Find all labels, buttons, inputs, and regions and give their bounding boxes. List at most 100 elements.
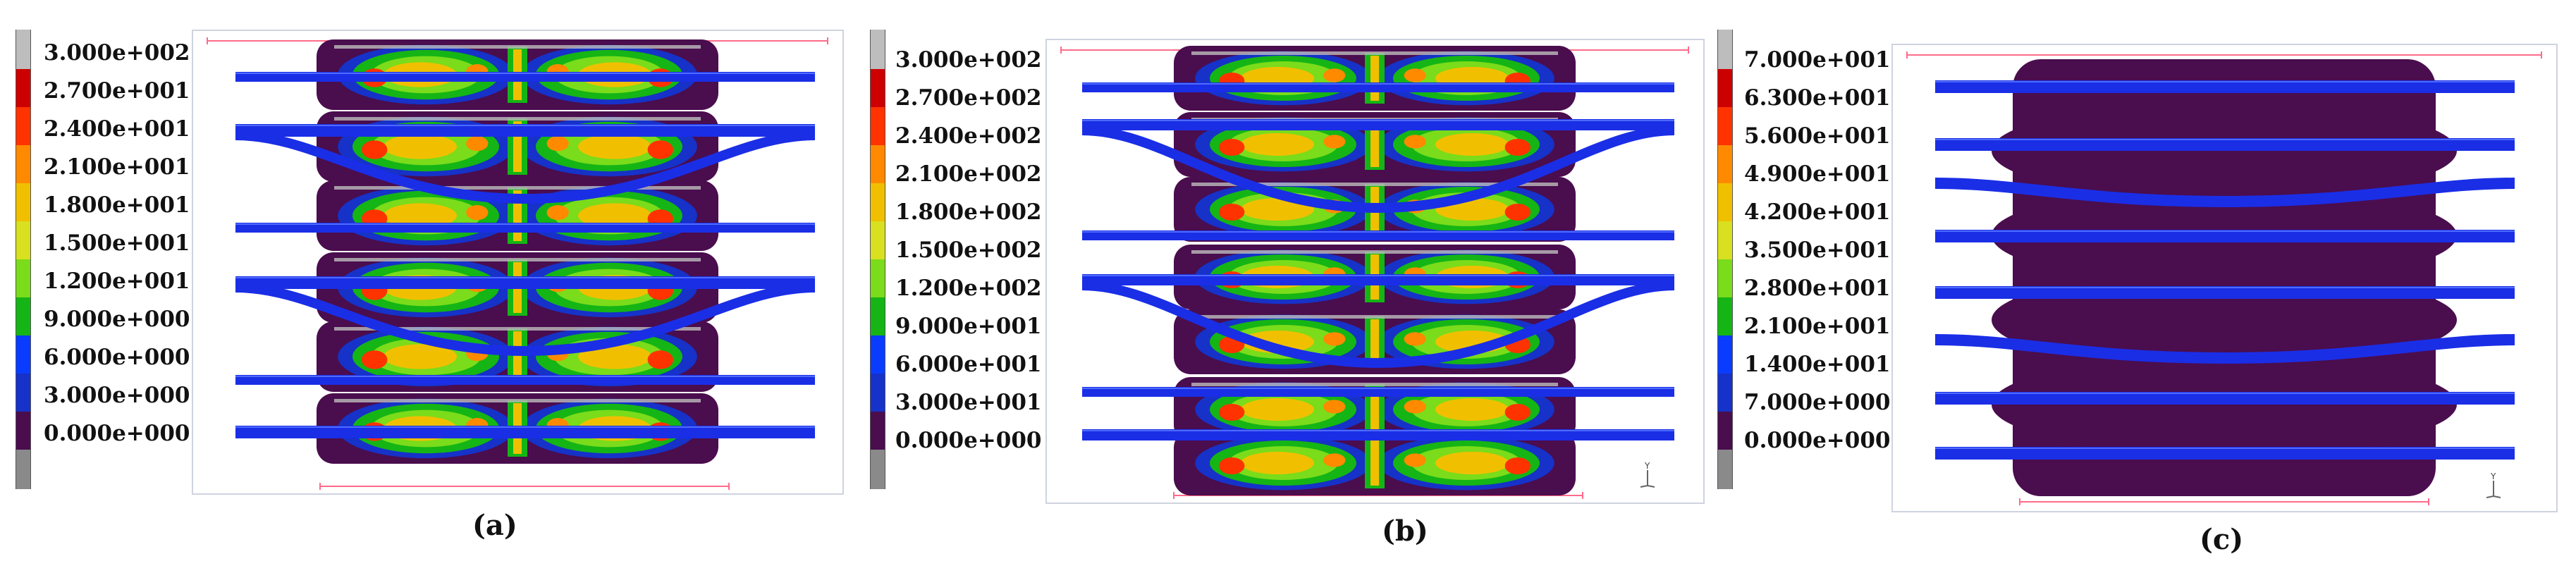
colorbar-swatch	[16, 30, 31, 69]
plate	[235, 426, 815, 438]
stress-zone-peak	[1504, 139, 1531, 156]
axis-triad	[1647, 485, 1655, 488]
plate	[1935, 80, 2515, 93]
center-zone	[1370, 440, 1379, 486]
wavy-plate	[235, 283, 816, 357]
legend-label: 2.400e+001	[44, 116, 190, 142]
colorbar-swatch	[16, 259, 31, 297]
colorbar-swatch	[870, 450, 885, 489]
stress-zone-high	[1241, 452, 1314, 474]
colorbar-swatch	[1717, 69, 1733, 107]
colorbar-swatch	[16, 335, 31, 374]
colorbar-swatch	[16, 69, 31, 107]
stress-zone-high	[384, 134, 457, 159]
colorbar-swatch	[870, 30, 885, 69]
colorbar-swatch	[16, 221, 31, 259]
colorbar-swatch	[16, 107, 31, 145]
legend-label: 9.000e+000	[44, 307, 190, 332]
wavy-plate	[1934, 334, 2515, 364]
axis-triad	[1640, 485, 1648, 488]
contact-line	[334, 327, 701, 331]
legend-label: 1.200e+002	[895, 276, 1042, 301]
contact-line	[334, 258, 701, 261]
stress-zone-high	[578, 344, 651, 369]
colorbar-swatch	[1717, 259, 1733, 297]
legend-label: 4.900e+001	[1744, 161, 1891, 187]
plate	[1082, 119, 1674, 130]
stress-zone-peak	[466, 205, 489, 221]
legend-label: 1.400e+001	[1744, 352, 1891, 377]
colorbar-swatch	[1717, 450, 1733, 489]
stress-zone-peak	[1504, 204, 1531, 221]
contact-line	[1191, 383, 1558, 386]
contour-canvas-c: Y	[1906, 51, 2542, 505]
colorbar-swatch	[870, 374, 885, 412]
colorbar-b	[870, 30, 885, 489]
axis-triad	[2493, 495, 2501, 498]
stress-zone-high	[1435, 133, 1509, 156]
stress-zone-peak	[362, 350, 388, 369]
center-zone	[1370, 122, 1379, 167]
center-zone	[1370, 319, 1379, 364]
colorbar-swatch	[16, 412, 31, 450]
legend-label: 5.600e+001	[1744, 123, 1891, 149]
wavy-plate	[1934, 178, 2515, 208]
legend-label: 0.000e+000	[895, 428, 1042, 453]
axis-label: Y	[1644, 461, 1650, 471]
stress-zone-peak	[1404, 453, 1426, 467]
colorbar-swatch	[870, 69, 885, 107]
contact-line	[334, 117, 701, 121]
stress-zone-high	[1435, 398, 1509, 421]
colorbar-swatch	[1717, 335, 1733, 374]
legend-label: 1.200e+001	[44, 269, 190, 294]
legend-label: 9.000e+001	[895, 314, 1042, 339]
wavy-plate	[1081, 281, 1675, 369]
legend-label: 7.000e+000	[1744, 390, 1891, 415]
plate	[1935, 138, 2515, 151]
stress-zone-high	[578, 203, 651, 228]
contact-line	[1191, 51, 1558, 55]
plate	[1935, 286, 2515, 299]
caption-b: (b)	[1382, 515, 1428, 548]
contour-canvas-a	[207, 37, 828, 490]
stress-zone-peak	[546, 136, 569, 152]
colorbar-swatch	[870, 412, 885, 450]
legend-label: 1.800e+001	[44, 192, 190, 218]
stress-zone-high	[1241, 133, 1314, 156]
stress-zone-high	[1435, 452, 1509, 474]
colorbar-swatch	[1717, 107, 1733, 145]
colorbar-swatch	[16, 374, 31, 412]
colorbar-swatch	[1717, 145, 1733, 183]
plate	[1935, 392, 2515, 405]
legend-label: 3.000e+002	[895, 47, 1042, 73]
legend-label: 2.100e+002	[895, 161, 1042, 187]
stress-zone-peak	[1219, 139, 1245, 156]
stress-zone-peak	[1504, 457, 1531, 474]
colorbar-swatch	[16, 297, 31, 335]
legend-label: 0.000e+000	[1744, 428, 1891, 453]
stress-zone-peak	[1323, 453, 1346, 467]
legend-label: 3.000e+002	[44, 40, 190, 66]
plate	[235, 223, 815, 233]
contact-line	[334, 186, 701, 190]
stress-zone-peak	[1323, 68, 1346, 82]
plate	[1082, 274, 1674, 285]
colorbar-swatch	[870, 335, 885, 374]
stress-zone-high	[384, 203, 457, 228]
contact-line	[1191, 250, 1558, 254]
colorbar-a	[16, 30, 31, 489]
plate	[1082, 230, 1674, 240]
center-zone	[1370, 387, 1379, 432]
colorbar-c	[1717, 30, 1733, 489]
plate	[1935, 447, 2515, 460]
colorbar-swatch	[870, 297, 885, 335]
caption-a: (a)	[472, 509, 517, 542]
colorbar-swatch	[1717, 30, 1733, 69]
stress-zone-peak	[1219, 404, 1245, 421]
stress-zone-peak	[1219, 457, 1245, 474]
contact-line	[334, 399, 701, 402]
colorbar-swatch	[16, 183, 31, 221]
legend-label: 2.400e+002	[895, 123, 1042, 149]
stress-zone-peak	[1323, 400, 1346, 414]
contour-plot-a	[192, 30, 844, 495]
